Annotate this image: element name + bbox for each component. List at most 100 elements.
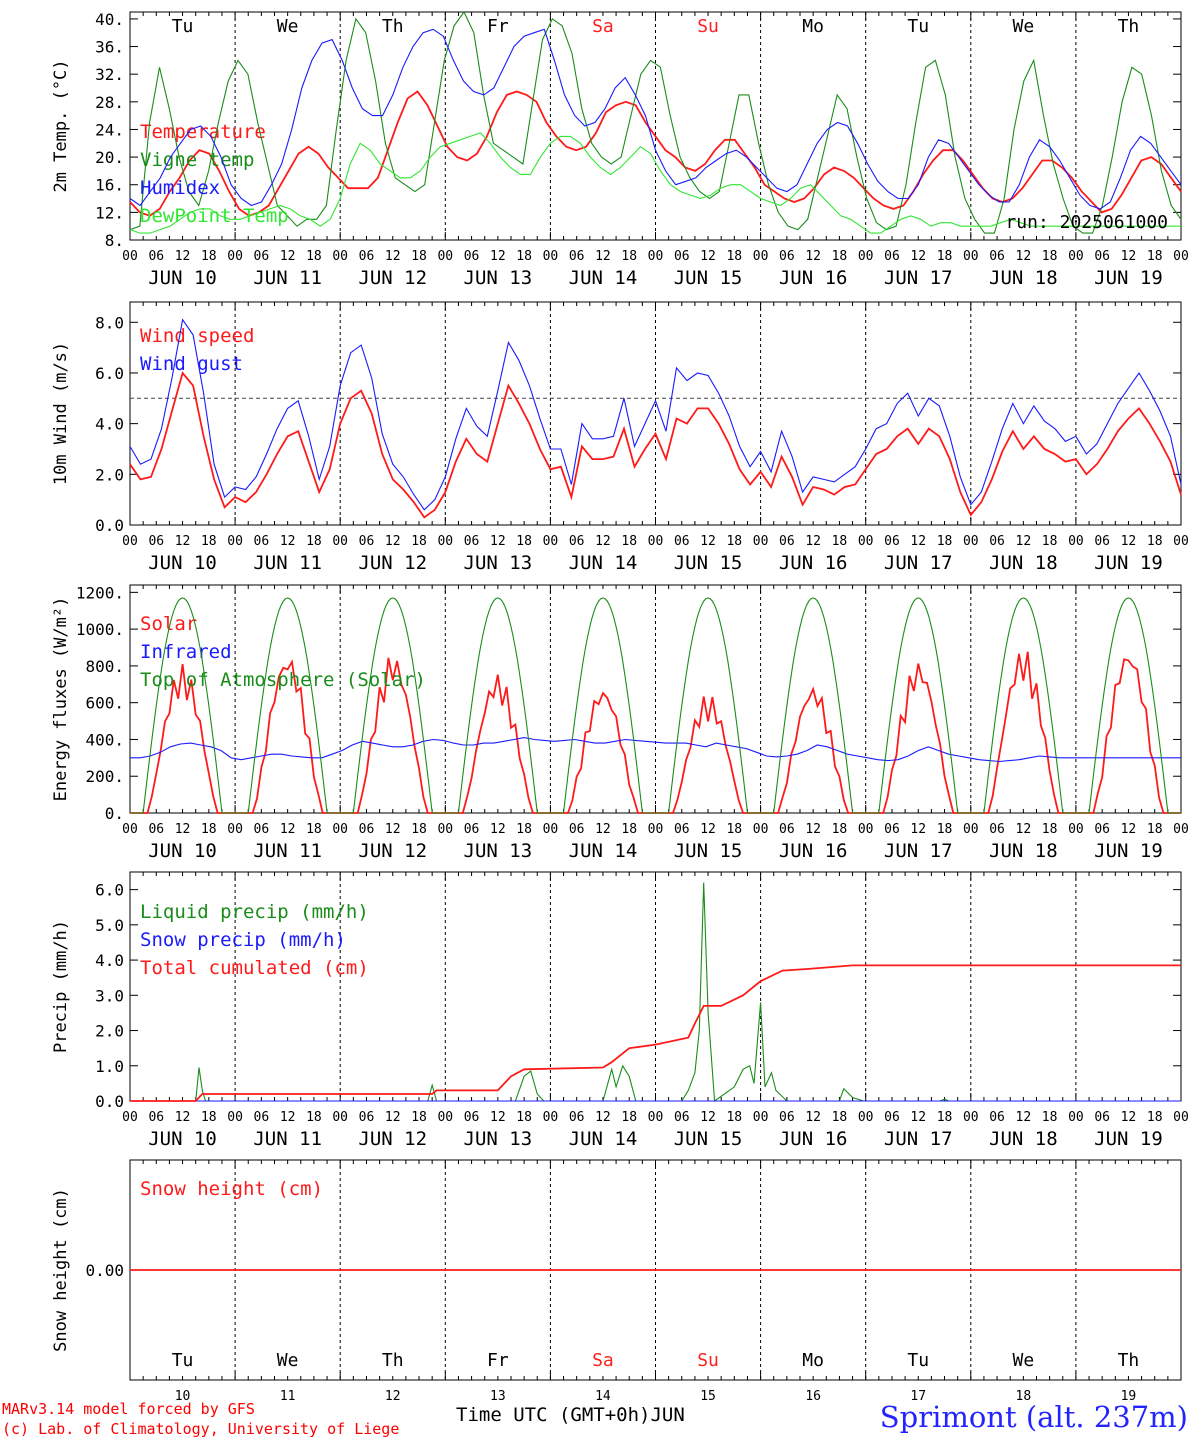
hour-label: 18 [832,822,848,837]
hour-label: 06 [674,534,690,549]
hour-label: 12 [1016,1110,1032,1125]
hour-label: 18 [1042,1110,1058,1125]
hour-label: 00 [332,534,348,549]
date-label: JUN 12 [358,267,427,289]
hour-label: 18 [726,534,742,549]
hour-label: 00 [858,534,874,549]
date-label: JUN 14 [569,267,638,289]
y-tick-label: 32. [95,65,124,84]
hour-label: 00 [1068,534,1084,549]
hour-label: 06 [884,822,900,837]
weekday-label: We [1013,1350,1035,1371]
hour-label: 18 [832,534,848,549]
hour-label: 06 [884,1110,900,1125]
date-label: JUN 19 [1094,552,1163,574]
station-name: Sprimont (alt. 237m) [879,1400,1188,1434]
hour-label: 12 [595,249,611,264]
hour-label: 06 [464,822,480,837]
model-credit: MARv3.14 model forced by GFS [2,1400,255,1418]
hour-label: 00 [437,822,453,837]
y-tick-label: 3.0 [95,986,124,1005]
hour-label: 06 [148,822,164,837]
y-tick-label: 0.0 [95,516,124,535]
hour-label: 18 [621,534,637,549]
y-tick-label: 8. [105,231,124,250]
date-label: JUN 10 [148,552,217,574]
hour-label: 06 [779,249,795,264]
hour-label: 18 [411,534,427,549]
weekday-label: Sa [592,1350,614,1371]
hour-label: 06 [254,822,270,837]
y-tick-label: 2.0 [95,465,124,484]
day-number-label: 13 [490,1389,506,1404]
hour-label: 00 [858,822,874,837]
hour-label: 12 [385,249,401,264]
weekday-label: Mo [802,16,824,37]
hour-label: 12 [175,534,191,549]
lab-credit: (c) Lab. of Climatology, University of L… [2,1420,400,1438]
y-axis-label: Snow height (cm) [51,1188,71,1352]
weekday-label: Tu [907,16,929,37]
y-axis-label: Precip (mm/h) [51,920,71,1053]
hour-label: 18 [516,1110,532,1125]
hour-label: 06 [359,249,375,264]
series-line-blue [130,737,1181,763]
hour-label: 06 [1094,249,1110,264]
weekday-label: Th [1118,1350,1140,1371]
hour-label: 00 [1173,1110,1189,1125]
y-tick-label: 20. [95,148,124,167]
hour-label: 00 [753,534,769,549]
date-label: JUN 14 [569,1128,638,1150]
weekday-label: Th [382,1350,404,1371]
date-label: JUN 10 [148,840,217,862]
date-label: JUN 10 [148,267,217,289]
hour-label: 12 [700,822,716,837]
hour-label: 18 [1147,534,1163,549]
hour-label: 06 [674,249,690,264]
panel-frame-1 [129,301,1182,526]
hour-label: 06 [148,534,164,549]
hour-label: 06 [989,534,1005,549]
day-number-label: 10 [175,1389,191,1404]
y-tick-label: 16. [95,176,124,195]
hour-label: 12 [490,534,506,549]
date-label: JUN 13 [464,1128,533,1150]
date-label: JUN 11 [253,267,322,289]
series-line-green [130,597,1181,814]
hour-label: 00 [648,1110,664,1125]
y-tick-label: 4.0 [95,951,124,970]
hour-label: 00 [543,249,559,264]
hour-label: 06 [569,534,585,549]
hour-label: 12 [490,249,506,264]
hour-label: 00 [122,534,138,549]
legend-entry: Vigne temp [140,149,254,171]
hour-label: 06 [148,1110,164,1125]
hour-label: 06 [569,1110,585,1125]
hour-label: 00 [543,822,559,837]
hour-label: 18 [306,822,322,837]
day-number-label: 19 [1121,1389,1137,1404]
hour-label: 12 [385,1110,401,1125]
hour-label: 12 [700,249,716,264]
date-label: JUN 14 [569,552,638,574]
series-line-red [130,964,1181,1102]
date-label: JUN 17 [884,840,953,862]
hour-label: 12 [490,822,506,837]
hour-label: 00 [227,822,243,837]
y-tick-label: 400. [85,730,124,749]
hour-label: 00 [963,822,979,837]
hour-label: 18 [726,822,742,837]
weekday-label: Th [1118,16,1140,37]
hour-label: 00 [1068,822,1084,837]
series-line-green [129,10,1182,234]
date-label: JUN 11 [253,840,322,862]
date-label: JUN 15 [674,1128,743,1150]
weekday-label: Tu [907,1350,929,1371]
date-label: JUN 19 [1094,1128,1163,1150]
date-label: JUN 15 [674,552,743,574]
hour-label: 18 [832,1110,848,1125]
y-tick-label: 28. [95,93,124,112]
hour-label: 18 [1042,534,1058,549]
day-number-label: 17 [910,1389,926,1404]
